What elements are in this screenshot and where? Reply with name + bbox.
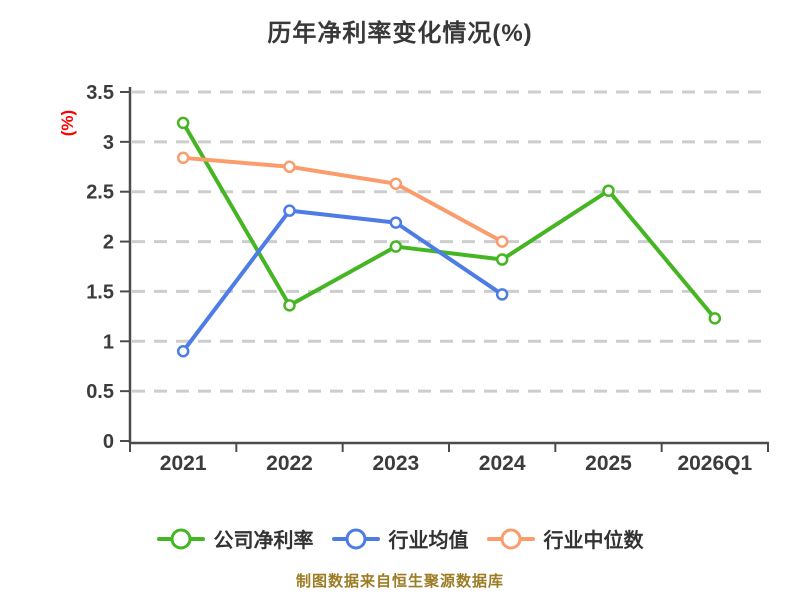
data-point-marker xyxy=(176,116,190,130)
legend-item-industry-average[interactable]: 行业均值 xyxy=(331,524,469,553)
data-point-marker xyxy=(602,184,615,197)
y-tick-label: 3.5 xyxy=(86,82,114,104)
x-tick-label: 2021 xyxy=(160,452,207,475)
y-tick-label: 2.5 xyxy=(86,182,114,204)
legend-circle-icon xyxy=(345,528,366,549)
series-line xyxy=(181,208,505,354)
x-tick-label: 2025 xyxy=(585,452,632,475)
y-tick-label: 3 xyxy=(103,132,114,154)
y-tick-label: 1 xyxy=(103,331,114,353)
y-tick-label: 0 xyxy=(103,431,114,453)
x-tick-label: 2026Q1 xyxy=(677,452,752,475)
data-point-marker xyxy=(495,288,509,301)
y-tick-label: 2 xyxy=(103,232,114,254)
legend-label-company-net-margin: 公司净利率 xyxy=(213,530,314,552)
data-point-marker xyxy=(283,204,296,217)
data-point-marker xyxy=(389,216,403,229)
chart-title: 历年净利率变化情况(%) xyxy=(267,20,533,47)
x-tick-label: 2024 xyxy=(479,452,526,475)
series-line xyxy=(181,155,505,244)
data-point-marker xyxy=(283,160,296,174)
data-point-marker xyxy=(389,240,403,253)
legend-item-industry-median[interactable]: 行业中位数 xyxy=(486,524,644,553)
legend-item-company-net-margin[interactable]: 公司净利率 xyxy=(156,524,314,553)
legend-label-industry-average: 行业均值 xyxy=(388,530,469,552)
legend-line-icon xyxy=(486,528,535,549)
y-tick-label: 0.5 xyxy=(86,381,114,403)
data-point-marker xyxy=(495,235,509,248)
legend: 公司净利率 行业均值 行业中位数 xyxy=(0,524,800,553)
y-tick-label: 1.5 xyxy=(86,281,114,303)
series-line xyxy=(181,120,717,321)
x-tick-label: 2022 xyxy=(266,452,313,475)
data-point-marker xyxy=(176,345,190,358)
legend-line-icon xyxy=(331,528,380,549)
data-point-marker xyxy=(708,312,722,325)
x-tick-label: 2023 xyxy=(372,452,419,475)
legend-line-icon xyxy=(156,528,205,549)
data-point-marker xyxy=(495,253,509,266)
legend-circle-icon xyxy=(170,528,191,549)
legend-circle-icon xyxy=(500,528,521,549)
data-point-marker xyxy=(283,299,296,312)
data-point-marker xyxy=(176,151,190,165)
legend-label-industry-median: 行业中位数 xyxy=(543,530,644,552)
data-source-note: 制图数据来自恒生聚源数据库 xyxy=(295,573,504,590)
data-point-marker xyxy=(389,177,403,190)
